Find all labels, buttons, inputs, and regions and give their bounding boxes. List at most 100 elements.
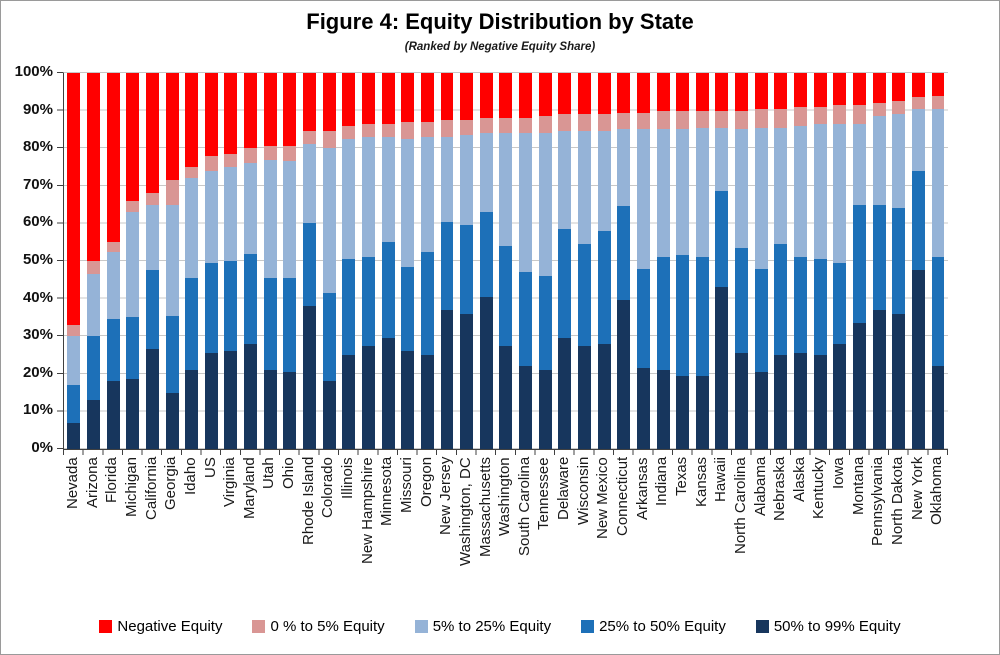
bar-segment-0-to-5-equity: [263, 146, 277, 160]
bar-oregon: [420, 73, 434, 449]
bar-segment-25-to-50-equity: [676, 255, 690, 376]
bar-slot-rhode-island: [300, 73, 320, 449]
bar-segment-5-to-25-equity: [165, 204, 179, 316]
bar-segment-5-to-25-equity: [538, 133, 552, 277]
x-axis-label-nevada: Nevada: [64, 457, 81, 509]
bar-segment-5-to-25-equity: [106, 251, 120, 320]
bar-segment-0-to-5-equity: [519, 118, 533, 134]
bar-segment-5-to-25-equity: [126, 212, 140, 318]
bar-segment-5-to-25-equity: [342, 138, 356, 260]
bar-slot-montana: [850, 73, 870, 449]
bar-segment-negative-equity: [931, 73, 945, 96]
bar-connecticut: [617, 73, 631, 449]
bar-segment-25-to-50-equity: [872, 204, 886, 310]
bar-segment-0-to-5-equity: [460, 120, 474, 136]
bar-slot-kentucky: [810, 73, 830, 449]
bar-slot-nevada: [64, 73, 84, 449]
bar-segment-0-to-5-equity: [852, 104, 866, 124]
x-axis-label-montana: Montana: [849, 457, 867, 516]
bar-segment-25-to-50-equity: [185, 277, 199, 371]
bar-segment-5-to-25-equity: [86, 274, 100, 337]
x-axis-label-new-york: New York: [908, 457, 926, 521]
bar-segment-5-to-25-equity: [676, 129, 690, 256]
x-axis-label-michigan: Michigan: [122, 457, 140, 518]
bar-slot-washington: [496, 73, 516, 449]
bar-segment-negative-equity: [224, 73, 238, 154]
bar-segment-0-to-5-equity: [774, 108, 788, 128]
bar-segment-5-to-25-equity: [656, 129, 670, 258]
x-axis-label-hawaii: Hawaii: [712, 457, 730, 503]
bar-segment-5-to-25-equity: [558, 131, 572, 230]
bar-iowa: [833, 73, 847, 449]
bar-segment-0-to-5-equity: [185, 167, 199, 179]
bar-hawaii: [715, 73, 729, 449]
x-axis-label-texas: Texas: [672, 457, 690, 497]
y-axis-tick-marks: [57, 72, 63, 449]
bar-segment-negative-equity: [263, 73, 277, 147]
bar-slot-delaware: [555, 73, 575, 449]
bar-segment-0-to-5-equity: [676, 110, 690, 130]
bar-segment-negative-equity: [676, 73, 690, 111]
bar-segment-5-to-25-equity: [715, 127, 729, 192]
x-axis-label-oklahoma: Oklahoma: [928, 457, 946, 526]
bar-segment-negative-equity: [204, 73, 218, 156]
bar-new-jersey: [440, 73, 454, 449]
bar-alaska: [794, 73, 807, 449]
y-axis-label-80: 80%: [22, 138, 53, 156]
bar-segment-25-to-50-equity: [440, 221, 454, 310]
bar-segment-0-to-5-equity: [833, 105, 847, 124]
bar-maryland: [244, 73, 258, 449]
bar-segment-0-to-5-equity: [479, 118, 493, 134]
bar-segment-5-to-25-equity: [204, 170, 218, 263]
bar-kentucky: [813, 73, 827, 449]
x-axis-label-georgia: Georgia: [162, 457, 180, 511]
bar-segment-50-to-99-equity: [892, 313, 906, 449]
bar-segment-50-to-99-equity: [813, 355, 827, 449]
bar-indiana: [656, 73, 670, 449]
bar-segment-25-to-50-equity: [420, 251, 434, 355]
bar-slot-arkansas: [634, 73, 654, 449]
bar-segment-negative-equity: [86, 73, 100, 262]
bar-segment-negative-equity: [460, 73, 474, 121]
bar-segment-negative-equity: [558, 73, 572, 115]
y-axis-label-70: 70%: [22, 175, 53, 193]
x-axis-tick-marks: [63, 449, 948, 455]
x-axis-label-nebraska: Nebraska: [771, 457, 789, 522]
legend-label: 50% to 99% Equity: [773, 618, 901, 635]
bar-segment-25-to-50-equity: [303, 223, 316, 307]
bar-segment-negative-equity: [774, 73, 788, 109]
bar-segment-0-to-5-equity: [617, 112, 631, 130]
bar-segment-5-to-25-equity: [911, 108, 925, 171]
y-axis-label-100: 100%: [14, 63, 53, 80]
bar-oklahoma: [931, 73, 945, 449]
bar-washington: [499, 73, 513, 449]
bar-segment-0-to-5-equity: [538, 116, 552, 134]
bar-slot-us: [201, 73, 221, 449]
bar-segment-5-to-25-equity: [303, 144, 316, 224]
bar-segment-50-to-99-equity: [342, 355, 356, 449]
bar-new-york: [911, 73, 925, 449]
x-axis-label-washington-dc: Washington, DC: [456, 457, 474, 566]
bar-slot-connecticut: [614, 73, 634, 449]
bar-segment-0-to-5-equity: [381, 123, 395, 137]
bar-segment-25-to-50-equity: [774, 244, 788, 355]
bar-segment-5-to-25-equity: [833, 123, 847, 263]
bar-illinois: [342, 73, 356, 449]
bar-segment-25-to-50-equity: [244, 253, 258, 344]
bar-rhode-island: [303, 73, 316, 449]
bar-segment-0-to-5-equity: [361, 123, 375, 137]
x-axis-label-pennsylvania: Pennsylvania: [869, 457, 887, 547]
bar-segment-50-to-99-equity: [361, 345, 375, 449]
bar-segment-50-to-99-equity: [931, 366, 945, 449]
bar-segment-negative-equity: [244, 73, 258, 149]
bar-segment-negative-equity: [813, 73, 827, 107]
bar-slot-hawaii: [712, 73, 732, 449]
bar-segment-5-to-25-equity: [519, 133, 533, 273]
x-axis-label-idaho: Idaho: [181, 457, 199, 495]
x-axis-label-minnesota: Minnesota: [378, 457, 396, 527]
bar-segment-5-to-25-equity: [322, 148, 336, 293]
bar-segment-negative-equity: [695, 73, 709, 111]
legend-label: 25% to 50% Equity: [599, 618, 726, 635]
bar-slot-colorado: [319, 73, 339, 449]
bar-segment-50-to-99-equity: [165, 392, 179, 449]
